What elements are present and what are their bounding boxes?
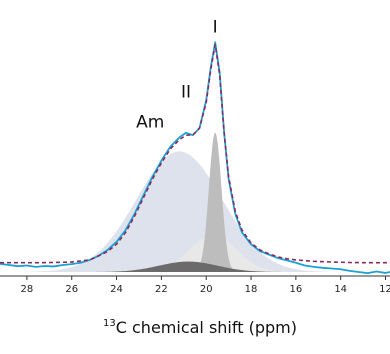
- peak-label-am: Am: [136, 112, 164, 132]
- x-tick-label: 24: [110, 284, 123, 295]
- deconvolution-components: [8, 132, 350, 272]
- x-axis-ticks: 28 26 24 22 20 18 16 14 12: [21, 276, 390, 295]
- x-tick-label: 28: [21, 284, 34, 295]
- spectrum-series: [0, 41, 390, 275]
- x-tick-label: 20: [200, 284, 213, 295]
- x-axis-title-text: C chemical shift (ppm): [116, 318, 297, 337]
- peak-label-i: I: [213, 17, 218, 37]
- x-tick-label: 16: [289, 284, 302, 295]
- x-tick-label: 22: [155, 284, 168, 295]
- x-tick-label: 18: [245, 284, 258, 295]
- component-ii: [71, 261, 305, 272]
- component-i: [190, 132, 241, 272]
- x-tick-label: 12: [379, 284, 390, 295]
- fit-spectrum-line: [0, 43, 390, 264]
- x-axis-title: 13C chemical shift (ppm): [103, 318, 297, 337]
- x-tick-label: 14: [334, 284, 347, 295]
- peak-label-ii: II: [181, 82, 191, 102]
- x-axis-title-superscript: 13: [103, 318, 116, 329]
- x-tick-label: 26: [65, 284, 78, 295]
- component-am: [8, 151, 350, 272]
